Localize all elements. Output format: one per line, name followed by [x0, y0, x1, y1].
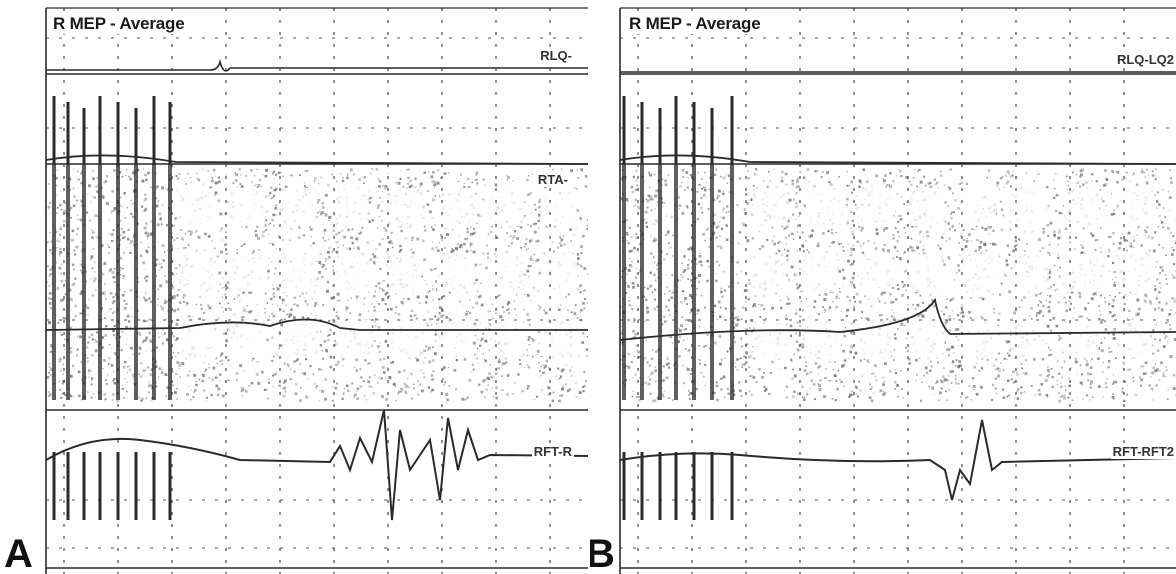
panel-a-title: R MEP - Average — [50, 14, 188, 34]
panel-b-trace-channel-2 — [619, 154, 1176, 165]
panel-a-trace-channel-2 — [45, 154, 588, 165]
panel-b-channel-4-label: RFT-RFT2 — [1110, 444, 1176, 459]
panel-a-trace-channel-3 — [45, 318, 588, 331]
panel-a-channel-4-label: RFT-R — [531, 444, 574, 459]
panel-b: R MEP - Average RLQ-LQ2 RFT-RFT2 B — [590, 0, 1176, 574]
panel-a-noise-cells — [176, 188, 579, 358]
panel-b-title: R MEP - Average — [626, 14, 764, 34]
panel-b-plot — [619, 7, 1176, 574]
panel-a-trace-channel-1 — [46, 58, 588, 72]
panel-a-trace-channel-4 — [45, 409, 588, 521]
panel-a-plot — [45, 7, 588, 574]
panel-b-trace-channel-3 — [619, 297, 1176, 341]
panel-a-channel-1-label: RLQ- — [538, 48, 574, 63]
panel-b-trace-channel-4 — [619, 419, 1176, 501]
panel-a: R MEP - Average RLQ- RTA- RFT-R A — [4, 7, 588, 574]
panel-a-letter: A — [4, 532, 33, 574]
panel-b-noise-cells — [750, 188, 1154, 358]
panel-b-letter: B — [590, 532, 615, 574]
panel-a-channel-2-label: RTA- — [535, 172, 570, 187]
panel-b-channel-1-label: RLQ-LQ2 — [1114, 52, 1176, 67]
